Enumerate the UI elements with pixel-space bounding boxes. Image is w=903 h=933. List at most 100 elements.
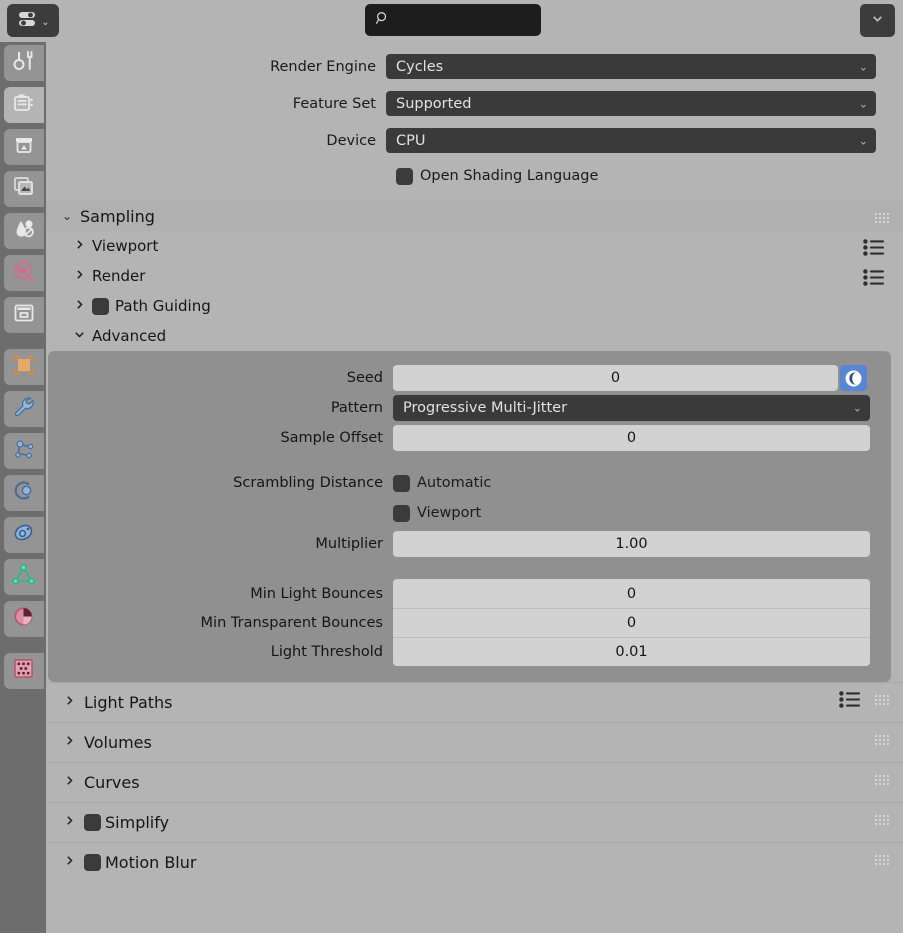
panel-header-simplify[interactable]: Simplify <box>46 802 903 842</box>
properties-tab-world[interactable] <box>2 252 46 294</box>
texture-checker-icon <box>11 656 37 686</box>
path-guiding-checkbox[interactable] <box>92 297 109 315</box>
properties-tab-column <box>0 42 46 933</box>
subpanel-title-render: Render <box>92 267 146 285</box>
properties-main: Render Engine Cycles ⌄ Feature Set Suppo… <box>46 42 903 933</box>
min-transparent-bounces-field[interactable]: 0 <box>393 608 870 637</box>
scrambling-viewport-checkbox[interactable] <box>393 504 410 522</box>
properties-tab-object[interactable] <box>2 346 46 388</box>
printer-output-icon <box>11 132 37 162</box>
images-layer-icon <box>11 174 37 204</box>
properties-tab-collection[interactable] <box>2 294 46 336</box>
tool-icon <box>11 48 37 78</box>
topbar-menu-button[interactable] <box>860 4 895 37</box>
triangle-right-icon <box>64 815 74 830</box>
device-value: CPU <box>396 132 426 149</box>
panel-header-sampling[interactable]: ⌄ Sampling <box>46 201 903 231</box>
open-shading-language-checkbox[interactable] <box>396 167 413 185</box>
subpanel-header-render[interactable]: Render <box>46 261 903 291</box>
triangle-right-icon <box>64 735 74 750</box>
pattern-dropdown[interactable]: Progressive Multi-Jitter ⌄ <box>393 395 870 421</box>
search-input[interactable] <box>396 12 526 28</box>
light-threshold-field[interactable]: 0.01 <box>393 637 870 666</box>
scrambling-automatic-checkbox[interactable] <box>393 474 410 492</box>
properties-tab-particles[interactable] <box>2 430 46 472</box>
sampling-advanced-content: Seed 0 Pattern Progressive Multi-Jitter <box>48 351 891 682</box>
properties-tab-texture[interactable] <box>2 650 46 692</box>
simplify-checkbox[interactable] <box>84 814 101 831</box>
properties-tab-object-data[interactable] <box>2 556 46 598</box>
device-row: Device CPU ⌄ <box>46 128 903 153</box>
open-shading-language-row: Open Shading Language <box>46 165 903 187</box>
chevron-down-icon: ⌄ <box>858 97 868 110</box>
sample-offset-field[interactable]: 0 <box>393 425 870 451</box>
properties-tab-constraints[interactable] <box>2 514 46 556</box>
properties-tab-output[interactable] <box>2 126 46 168</box>
grip-dots-icon[interactable] <box>875 734 891 750</box>
properties-tab-material[interactable] <box>2 598 46 640</box>
preset-list-icon[interactable] <box>863 269 885 290</box>
triangle-down-icon: ⌄ <box>62 209 73 223</box>
scrambling-distance-automatic-row: Scrambling Distance Automatic <box>48 471 879 495</box>
grip-dots-icon[interactable] <box>875 814 891 830</box>
preset-list-icon[interactable] <box>839 691 861 712</box>
properties-editor-icon <box>16 8 38 34</box>
panel-title-curves: Curves <box>84 773 140 792</box>
pattern-value: Progressive Multi-Jitter <box>403 400 568 416</box>
preset-list-icon[interactable] <box>863 239 885 260</box>
randomize-seed-icon[interactable] <box>840 365 867 391</box>
seed-field[interactable]: 0 <box>393 365 867 391</box>
properties-tab-scene[interactable] <box>2 210 46 252</box>
subpanel-header-path-guiding[interactable]: Path Guiding <box>46 291 903 321</box>
properties-tab-physics[interactable] <box>2 472 46 514</box>
subpanel-title-path-guiding: Path Guiding <box>115 297 211 315</box>
editor-type-button[interactable]: ⌄ <box>7 4 59 37</box>
sample-offset-value: 0 <box>626 430 637 446</box>
render-engine-row: Render Engine Cycles ⌄ <box>46 54 903 79</box>
properties-tab-tool[interactable] <box>2 42 46 84</box>
grip-dots-icon[interactable] <box>875 854 891 870</box>
pattern-row: Pattern Progressive Multi-Jitter ⌄ <box>48 395 879 421</box>
collection-box-icon <box>11 300 37 330</box>
render-engine-label: Render Engine <box>270 58 376 75</box>
panel-header-motion-blur[interactable]: Motion Blur <box>46 842 903 882</box>
particles-icon <box>11 436 37 466</box>
render-camera-icon <box>11 90 37 120</box>
min-transparent-bounces-row: Min Transparent Bounces 0 <box>48 608 879 637</box>
scrambling-viewport-label: Viewport <box>417 505 482 521</box>
motion-blur-checkbox[interactable] <box>84 854 101 871</box>
min-light-bounces-row: Min Light Bounces 0 <box>48 579 879 608</box>
properties-tab-render[interactable] <box>2 84 46 126</box>
scrambling-automatic-label: Automatic <box>417 475 492 491</box>
min-transparent-bounces-label: Min Transparent Bounces <box>200 614 383 631</box>
min-light-bounces-field[interactable]: 0 <box>393 579 870 608</box>
light-threshold-row: Light Threshold 0.01 <box>48 637 879 666</box>
pattern-label: Pattern <box>330 400 383 416</box>
feature-set-dropdown[interactable]: Supported ⌄ <box>386 91 876 116</box>
material-sphere-icon <box>11 604 37 634</box>
panel-header-curves[interactable]: Curves <box>46 762 903 802</box>
physics-orbit-icon <box>11 478 37 508</box>
grip-dots-icon[interactable] <box>875 774 891 790</box>
render-engine-dropdown[interactable]: Cycles ⌄ <box>386 54 876 79</box>
sampling-subpanels: Viewport Render Path Guiding Advanced <box>46 231 903 351</box>
chevron-down-icon: ⌄ <box>858 134 868 147</box>
subpanel-header-advanced[interactable]: Advanced <box>46 321 903 351</box>
mesh-data-icon <box>11 562 37 592</box>
panel-header-volumes[interactable]: Volumes <box>46 722 903 762</box>
properties-tab-modifiers[interactable] <box>2 388 46 430</box>
panel-header-light-paths[interactable]: Light Paths <box>46 682 903 722</box>
panel-title-light-paths: Light Paths <box>84 693 173 712</box>
multiplier-row: Multiplier 1.00 <box>48 531 879 557</box>
search-field-container[interactable] <box>365 4 541 36</box>
chevron-down-icon <box>871 12 884 29</box>
grip-dots-icon[interactable] <box>875 694 891 710</box>
multiplier-field[interactable]: 1.00 <box>393 531 870 557</box>
subpanel-header-viewport[interactable]: Viewport <box>46 231 903 261</box>
device-dropdown[interactable]: CPU ⌄ <box>386 128 876 153</box>
scrambling-distance-label: Scrambling Distance <box>233 475 383 491</box>
properties-tab-view-layer[interactable] <box>2 168 46 210</box>
grip-dots-icon[interactable] <box>875 212 891 228</box>
min-transparent-bounces-value: 0 <box>626 615 637 631</box>
min-light-bounces-label: Min Light Bounces <box>250 585 383 602</box>
